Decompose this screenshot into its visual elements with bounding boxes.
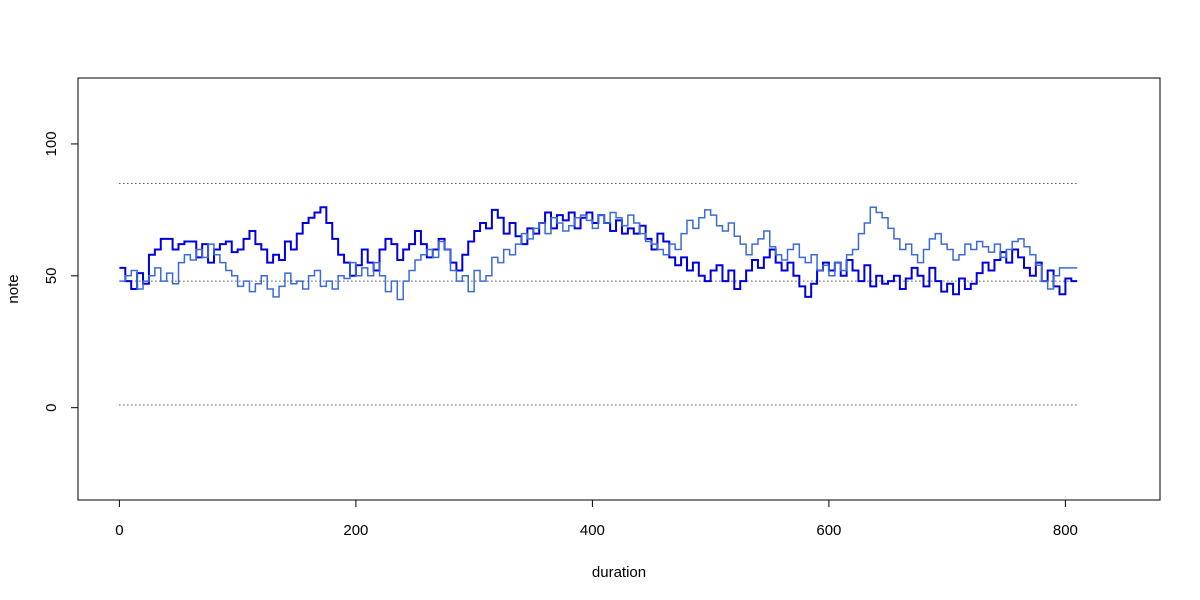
- y-tick-label: 50: [43, 267, 60, 284]
- y-tick-label: 0: [43, 404, 60, 412]
- y-axis-title: note: [5, 274, 22, 303]
- series-layer: [119, 206, 1078, 301]
- x-tick-label: 200: [343, 522, 368, 539]
- y-axis: 0 50 100: [43, 131, 79, 412]
- x-tick-label: 400: [580, 522, 605, 539]
- y-tick-label: 100: [43, 131, 60, 156]
- x-tick-label: 0: [115, 522, 123, 539]
- plot-frame: [77, 77, 1161, 501]
- x-tick-label: 600: [816, 522, 841, 539]
- x-axis: 0 200 400 600 800: [115, 499, 1078, 539]
- x-axis-title: duration: [592, 564, 646, 581]
- x-tick-label: 800: [1053, 522, 1078, 539]
- series-line-2: [119, 206, 1078, 301]
